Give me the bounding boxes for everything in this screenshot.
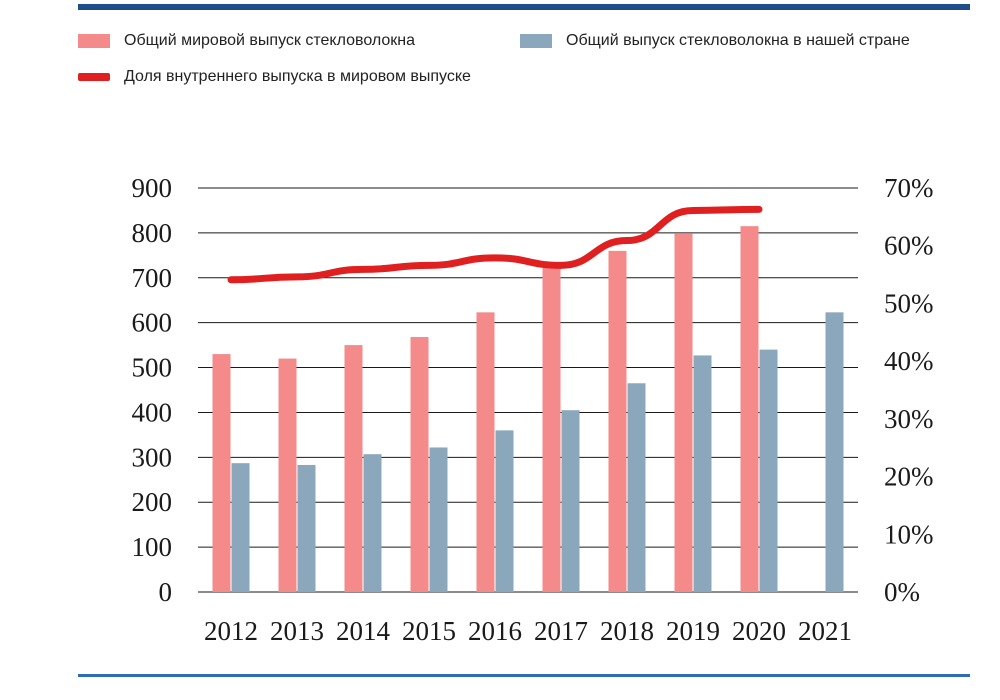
y-right-tick-label: 40%	[884, 346, 934, 376]
y-left-tick-label: 500	[132, 353, 173, 383]
legend-item-world: Общий мировой выпуск стекловолокна	[78, 32, 415, 50]
bar-domestic	[363, 454, 382, 592]
x-tick-label: 2015	[402, 616, 456, 646]
legend-swatch-domestic	[520, 34, 552, 48]
legend-label-domestic: Общий выпуск стекловолокна в нашей стран…	[566, 32, 910, 49]
x-tick-label: 2014	[336, 616, 391, 646]
y-right-tick-label: 30%	[884, 404, 934, 434]
x-tick-label: 2020	[732, 616, 786, 646]
y-left-tick-label: 100	[132, 532, 173, 562]
bar-domestic	[561, 410, 580, 592]
x-tick-label: 2012	[204, 616, 258, 646]
y-right-tick-label: 60%	[884, 231, 934, 261]
bar-domestic	[297, 464, 316, 592]
y-right-tick-label: 10%	[884, 519, 934, 549]
y-right-tick-label: 0%	[884, 577, 920, 607]
bar-world	[278, 358, 297, 592]
x-tick-label: 2013	[270, 616, 324, 646]
bar-domestic	[231, 463, 250, 592]
y-left-tick-label: 0	[159, 577, 173, 607]
x-tick-label: 2021	[798, 616, 852, 646]
bar-world	[608, 250, 627, 592]
y-right-tick-label: 50%	[884, 288, 934, 318]
bar-world	[740, 226, 759, 592]
x-tick-label: 2017	[534, 616, 588, 646]
legend-swatch-world	[78, 34, 110, 48]
y-right-tick-label: 20%	[884, 462, 934, 492]
y-left-tick-label: 300	[132, 442, 173, 472]
bar-world	[212, 354, 231, 592]
y-left-tick-label: 700	[132, 263, 173, 293]
bar-domestic	[825, 312, 844, 592]
bar-world	[344, 345, 363, 592]
legend-item-domestic: Общий выпуск стекловолокна в нашей стран…	[520, 32, 910, 50]
x-tick-label: 2019	[666, 616, 720, 646]
y-left-tick-label: 600	[132, 308, 173, 338]
x-tick-label: 2016	[468, 616, 522, 646]
bar-domestic	[429, 447, 448, 592]
x-tick-label: 2018	[600, 616, 654, 646]
bar-domestic	[627, 383, 646, 592]
bar-domestic	[759, 349, 778, 592]
legend-label-share: Доля внутреннего выпуска в мировом выпус…	[124, 68, 471, 85]
y-left-tick-label: 400	[132, 397, 173, 427]
legend-label-world: Общий мировой выпуск стекловолокна	[124, 32, 416, 49]
legend-swatch-share	[78, 73, 110, 81]
bottom-rule	[78, 674, 970, 677]
bar-world	[674, 233, 693, 592]
y-right-tick-label: 70%	[884, 173, 934, 203]
y-left-tick-label: 200	[132, 487, 173, 517]
bar-world	[476, 312, 495, 592]
top-rule	[78, 4, 970, 10]
y-left-tick-label: 900	[132, 173, 173, 203]
y-left-tick-label: 800	[132, 218, 173, 248]
legend-item-share: Доля внутреннего выпуска в мировом выпус…	[78, 68, 471, 86]
bar-domestic	[693, 355, 712, 592]
bar-world	[410, 337, 429, 592]
bar-domestic	[495, 430, 514, 592]
bar-world	[542, 266, 561, 592]
